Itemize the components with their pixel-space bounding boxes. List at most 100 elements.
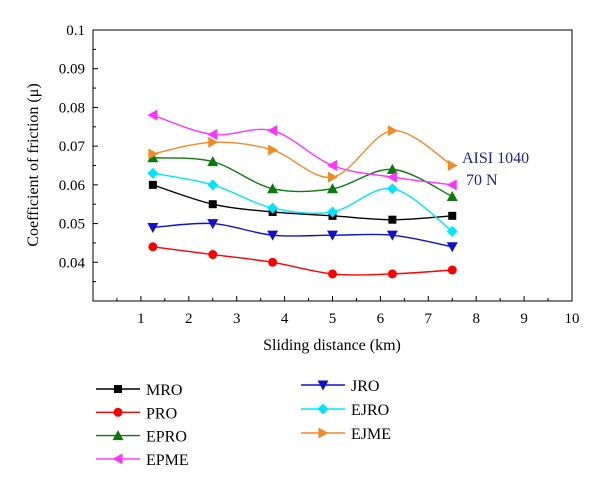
legend-item-pro: PRO — [96, 405, 177, 422]
data-point — [328, 269, 337, 279]
data-point — [446, 190, 458, 201]
legend-label: EPRO — [146, 429, 187, 446]
data-point — [387, 269, 397, 279]
y-tick-label: 0.07 — [59, 139, 86, 155]
legend-label: EPME — [146, 452, 189, 469]
y-tick-label: 0.05 — [59, 217, 85, 233]
series-line — [152, 184, 453, 221]
x-tick-label: 2 — [185, 311, 193, 327]
legend-marker — [112, 453, 123, 465]
data-point — [147, 167, 159, 179]
y-tick-label: 0.1 — [66, 23, 85, 39]
data-point — [386, 171, 397, 183]
series-ejro — [147, 167, 458, 237]
data-point — [148, 180, 157, 189]
legend-item-ejro: EJRO — [301, 402, 389, 419]
series-line — [152, 222, 453, 248]
series-ejme — [148, 125, 458, 183]
x-tick-label: 1 — [137, 311, 145, 327]
series-epme — [147, 109, 457, 191]
data-point — [208, 250, 218, 260]
data-point — [267, 125, 278, 137]
data-point — [327, 230, 338, 241]
legend-label: EJRO — [351, 402, 389, 419]
x-tick-label: 6 — [377, 311, 385, 327]
data-point — [147, 109, 158, 121]
data-point — [446, 242, 458, 253]
data-point — [267, 202, 279, 214]
y-axis: 0.04 0.05 0.06 0.07 0.08 0.09 0.1 — [59, 23, 98, 283]
x-tick-label: 4 — [281, 311, 289, 327]
data-point — [207, 219, 219, 230]
x-tick-label: 9 — [520, 311, 528, 327]
legend-item-epme: EPME — [96, 452, 189, 469]
data-point — [147, 222, 159, 233]
data-point — [207, 129, 218, 141]
legend-marker — [317, 380, 329, 391]
data-point — [208, 136, 219, 148]
data-point — [446, 225, 458, 237]
legend-label: EJME — [351, 426, 391, 443]
series-mro — [148, 180, 457, 224]
data-point — [447, 160, 458, 171]
series-layer — [147, 109, 458, 279]
annotation-material: AISI 1040 — [462, 150, 529, 167]
annotation-load: 70 N — [466, 172, 498, 189]
x-tick-label: 10 — [565, 311, 580, 327]
data-point — [386, 163, 398, 174]
legend-marker — [318, 427, 329, 439]
legend-label: MRO — [146, 382, 182, 399]
x-tick-label: 3 — [233, 311, 241, 327]
data-point — [268, 257, 278, 267]
data-point — [267, 230, 279, 241]
y-tick-label: 0.04 — [59, 255, 86, 271]
x-tick-label: 5 — [329, 311, 337, 327]
legend-label: PRO — [146, 405, 177, 422]
legend-label: JRO — [351, 378, 379, 395]
data-point — [448, 211, 457, 220]
legend-marker — [114, 385, 122, 393]
series-line — [152, 172, 453, 232]
legend-marker — [113, 407, 123, 417]
series-pro — [148, 242, 457, 279]
data-point — [148, 148, 159, 160]
data-point — [267, 183, 279, 194]
legend: MRO PRO EPRO EPME JRO EJRO EJME — [96, 378, 391, 469]
x-tick-label: 7 — [425, 311, 433, 327]
legend-item-epro: EPRO — [96, 429, 187, 446]
series-jro — [147, 219, 458, 253]
legend-item-jro: JRO — [301, 378, 379, 395]
data-point — [327, 206, 338, 218]
series-line — [152, 246, 453, 276]
legend-item-mro: MRO — [96, 382, 182, 399]
y-tick-label: 0.09 — [59, 62, 85, 78]
x-axis-label: Sliding distance (km) — [263, 337, 401, 354]
series-line — [152, 129, 453, 178]
y-tick-label: 0.08 — [59, 100, 85, 116]
series-epro — [147, 152, 458, 201]
data-point — [207, 179, 219, 191]
legend-item-ejme: EJME — [301, 426, 391, 443]
data-point — [327, 160, 337, 171]
y-tick-label: 0.06 — [59, 178, 86, 194]
data-point — [386, 230, 398, 241]
data-point — [147, 152, 159, 163]
x-axis: 1 2 3 4 5 6 7 8 9 10 — [116, 296, 580, 327]
series-line — [152, 157, 453, 198]
y-axis-label: Coefficient of friction (μ) — [25, 83, 42, 246]
series-line — [152, 114, 453, 186]
data-point — [446, 179, 457, 191]
data-point — [388, 215, 397, 224]
data-point — [387, 125, 398, 137]
x-tick-label: 8 — [472, 311, 480, 327]
data-point — [327, 183, 338, 194]
data-point — [268, 144, 279, 156]
data-point — [386, 183, 398, 195]
data-point — [148, 242, 158, 252]
data-point — [328, 171, 338, 183]
data-point — [208, 200, 217, 209]
data-point — [447, 265, 457, 275]
data-point — [207, 156, 219, 167]
legend-marker — [317, 403, 329, 415]
